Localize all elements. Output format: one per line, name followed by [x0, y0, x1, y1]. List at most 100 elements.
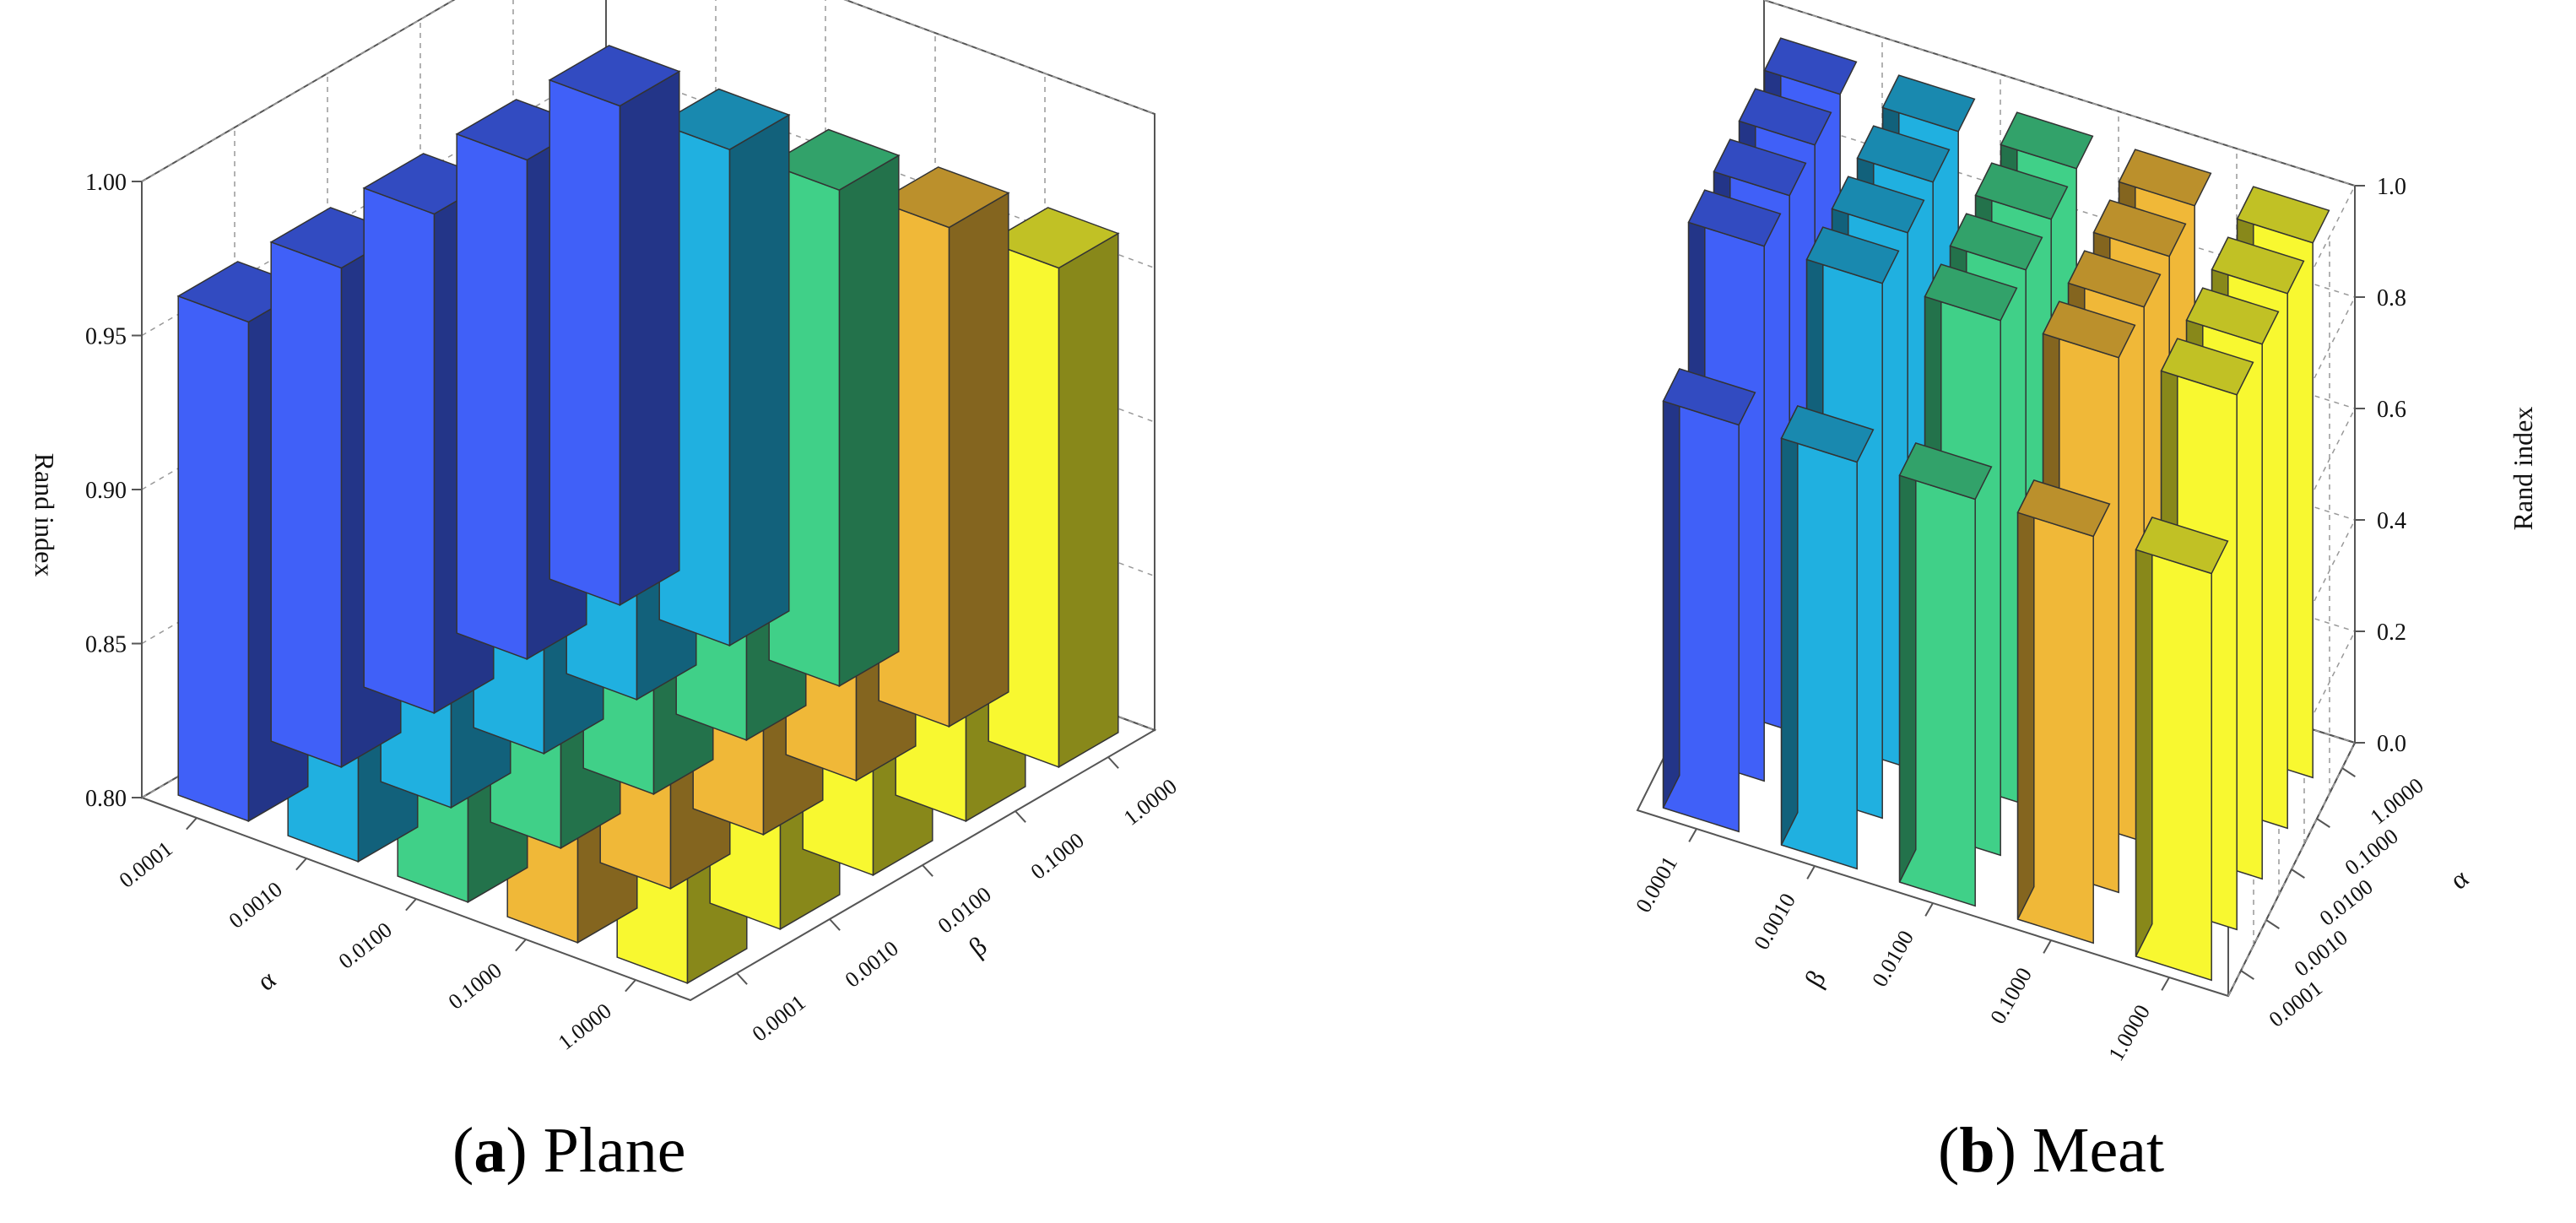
alpha-tick-label: 0.0001: [115, 836, 177, 893]
bar-top: [2185, 287, 2280, 345]
beta-tick: [1806, 865, 1816, 879]
gridline-z: [1763, 0, 2356, 187]
bar-top: [2135, 516, 2229, 575]
alpha-tick: [405, 898, 417, 912]
bar-top: [658, 88, 791, 151]
gridline-z: [2227, 185, 2356, 440]
bar-side: [948, 192, 1009, 728]
bar-front: [270, 241, 343, 768]
beta-axis-title: β: [1799, 965, 1832, 992]
bar-top: [1974, 162, 2069, 220]
beta-tick: [2043, 939, 2052, 954]
alpha-tick: [625, 979, 636, 993]
alpha-tick: [2265, 919, 2280, 929]
gridline-z: [2227, 519, 2356, 774]
bar-top: [548, 45, 681, 107]
bar-top: [1805, 226, 1900, 284]
caption-meat-letter: b: [1959, 1115, 1995, 1186]
alpha-tick: [2240, 970, 2254, 980]
z-axis-title: Rand index: [2508, 407, 2538, 531]
bar-top: [877, 166, 1010, 229]
alpha-tick: [2291, 869, 2305, 879]
bar-front: [2016, 479, 2035, 920]
bar-top: [2211, 236, 2305, 295]
bar-top: [1713, 138, 1807, 197]
bar-top: [2067, 250, 2162, 308]
z-tick-label: 0.90: [85, 478, 127, 504]
beta-tick-label: 0.1000: [1026, 828, 1089, 885]
bar-top: [1662, 367, 1756, 426]
alpha-tick-label: 0.1000: [2341, 824, 2403, 880]
bar-front: [177, 295, 250, 822]
bar-top: [1949, 213, 2043, 271]
bar-front: [549, 78, 621, 606]
bar-side: [1058, 232, 1119, 769]
caption-plane: (a) Plane: [452, 1115, 686, 1186]
alpha-tick-label: 0.0010: [225, 877, 287, 933]
alpha-tick-label: 0.0100: [2315, 874, 2378, 931]
bar-top: [1856, 125, 1951, 183]
bar-top: [2236, 186, 2330, 244]
bar-top: [1924, 263, 2018, 322]
z-tick-label: 0.8: [2377, 285, 2406, 311]
alpha-tick: [186, 817, 198, 831]
z-tick-label: 1.0: [2377, 174, 2406, 200]
beta-tick: [829, 918, 841, 931]
bar-top: [1687, 189, 1782, 247]
z-tick-label: 1.00: [85, 170, 127, 196]
gridline-z: [1763, 111, 2356, 298]
bar-top: [987, 207, 1120, 269]
beta-tick-label: 0.0010: [841, 936, 903, 993]
bar-top: [767, 128, 901, 192]
z-tick-label: 0.0: [2377, 731, 2406, 757]
bar-side: [728, 113, 790, 647]
beta-tick-label: 0.0010: [1749, 890, 1800, 954]
bar-top: [1881, 74, 1976, 133]
caption-plane-letter: a: [474, 1115, 506, 1186]
z-tick-label: 0.6: [2377, 397, 2406, 423]
bar-top: [1763, 37, 1858, 95]
gridline-z: [2227, 408, 2356, 663]
beta-tick: [1107, 756, 1119, 769]
bar-top: [1831, 176, 1925, 234]
z-tick-label: 0.85: [85, 632, 127, 658]
caption-meat: (b) Meat: [1938, 1115, 2165, 1186]
chart-plane: 0.80 0.85 0.90 0.95 1.00 Rand index 0.0001 0.00…: [30, 0, 1182, 1055]
bar-top: [2016, 479, 2111, 538]
alpha-tick-label: 1.0000: [2366, 773, 2428, 830]
beta-tick: [1924, 902, 1934, 917]
bar-front: [1898, 442, 1917, 883]
alpha-axis-title: α: [252, 964, 282, 997]
beta-tick-label: 0.0001: [748, 990, 810, 1047]
alpha-tick-label: 0.1000: [444, 958, 506, 1015]
beta-tick: [2161, 977, 2170, 991]
bar-top: [2042, 300, 2136, 359]
bar-top: [2160, 338, 2254, 396]
gridline-z: [2227, 296, 2356, 551]
beta-axis-title: β: [963, 930, 993, 962]
beta-tick-label: 0.1000: [1985, 964, 2037, 1028]
bar-front: [1662, 368, 1680, 809]
gridline-z: [2227, 742, 2356, 997]
alpha-tick: [2316, 818, 2330, 828]
alpha-tick-label: 0.0010: [2290, 925, 2352, 982]
bar-side: [838, 154, 900, 688]
z-tick-label: 0.95: [85, 324, 127, 350]
beta-tick: [1688, 828, 1697, 842]
beta-tick-label: 0.0100: [1867, 927, 1918, 991]
bar-front: [2135, 517, 2153, 957]
beta-tick-label: 0.0100: [934, 882, 996, 939]
bar-top: [1738, 88, 1832, 146]
z-axis-title: Rand index: [30, 453, 60, 577]
caption-plane-text: Plane: [527, 1115, 686, 1186]
alpha-tick-label: 0.0100: [334, 917, 397, 974]
caption-meat-text: Meat: [2016, 1115, 2165, 1186]
beta-tick-label: 1.0000: [2103, 1001, 2155, 1065]
gridline-z: [844, 0, 1155, 115]
gridline-z: [2227, 630, 2356, 885]
z-tick-label: 0.80: [85, 786, 127, 812]
beta-tick: [736, 972, 748, 985]
alpha-axis-title: α: [2444, 863, 2475, 896]
